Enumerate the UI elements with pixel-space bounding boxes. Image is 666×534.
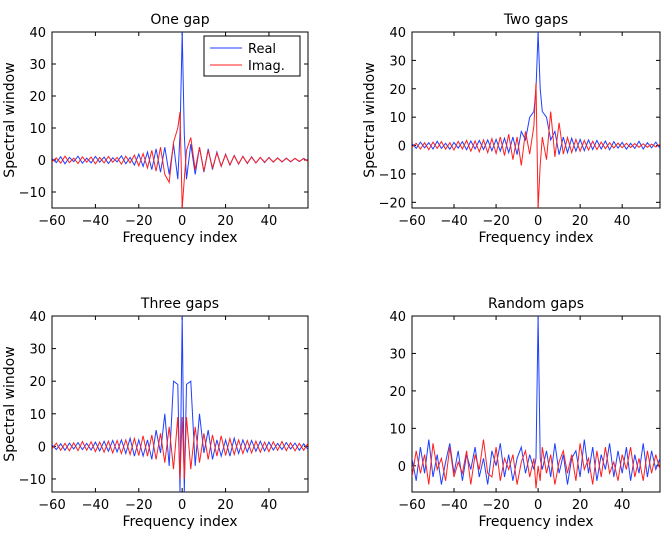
y-tick-label: 10: [389, 422, 406, 437]
y-tick-label: 20: [389, 385, 406, 400]
y-axis-label: Spectral window: [2, 346, 18, 461]
x-tick-label: −60: [38, 498, 65, 513]
y-tick-label: 0: [38, 440, 46, 455]
x-tick-label: −60: [398, 498, 425, 513]
legend-entry: Real: [248, 42, 276, 57]
x-tick-label: 0: [534, 214, 542, 229]
y-axis-label: Spectral window: [2, 62, 18, 177]
series-line-imag: [412, 83, 660, 208]
x-tick-label: 40: [261, 214, 278, 229]
x-tick-label: 20: [217, 498, 234, 513]
chart-panel-2: −60 −40 −20 0 20 40 40 30 20 10 0 −10 −20 Two gaps Fre…: [362, 12, 661, 246]
y-tick-label: 30: [29, 343, 46, 358]
y-axis-label: Spectral window: [362, 62, 378, 177]
x-tick-label: 20: [572, 214, 589, 229]
y-tick-label: 40: [29, 26, 46, 41]
series-line-imag: [52, 111, 308, 208]
chart-panel-3: −60 −40 −20 0 20 40 40 30 20 10 0 −10 Three gaps Freq…: [2, 296, 309, 530]
y-tick-label: 30: [389, 54, 406, 69]
y-tick-label: 20: [29, 90, 46, 105]
x-tick-label: −20: [125, 214, 152, 229]
series-line-real: [412, 32, 660, 155]
x-tick-label: −60: [398, 214, 425, 229]
chart-panel-1: −60 −40 −20 0 20 40 40 30 20 10 0 −10 One gap Frequen…: [2, 12, 309, 246]
x-tick-label: 40: [261, 498, 278, 513]
y-tick-label: −20: [379, 196, 406, 211]
y-tick-label: 0: [38, 154, 46, 169]
series-line-imag: [412, 439, 660, 489]
x-tick-label: 0: [534, 498, 542, 513]
y-tick-label: 30: [389, 347, 406, 362]
plot-area: [411, 31, 661, 209]
x-tick-label: −40: [82, 498, 109, 513]
plot-area: [411, 315, 661, 493]
chart-title: One gap: [150, 12, 209, 28]
series-line-imag: [52, 416, 308, 480]
x-tick-label: −40: [440, 214, 467, 229]
series-line-real: [52, 316, 308, 492]
y-tick-label: 40: [389, 26, 406, 41]
x-tick-label: 40: [614, 214, 631, 229]
legend-box: [203, 35, 301, 77]
chart-title: Three gaps: [140, 296, 219, 312]
y-tick-label: 10: [29, 122, 46, 137]
legend-entry: Imag.: [248, 59, 285, 74]
y-tick-label: 20: [29, 375, 46, 390]
y-tick-label: 30: [29, 58, 46, 73]
x-axis-label: Frequency index: [122, 514, 237, 530]
series-line-real: [412, 316, 660, 485]
x-tick-label: −40: [82, 214, 109, 229]
x-tick-label: −60: [38, 214, 65, 229]
x-tick-label: 20: [217, 214, 234, 229]
x-tick-label: 0: [178, 214, 186, 229]
y-tick-label: −10: [19, 186, 46, 201]
y-tick-label: 0: [398, 460, 406, 475]
y-tick-label: 20: [389, 83, 406, 98]
x-axis-label: Frequency index: [122, 230, 237, 246]
y-tick-label: 10: [29, 408, 46, 423]
x-tick-label: −40: [440, 498, 467, 513]
chart-title: Random gaps: [488, 296, 584, 312]
x-tick-label: 20: [572, 498, 589, 513]
x-axis-label: Frequency index: [478, 514, 593, 530]
x-axis-label: Frequency index: [478, 230, 593, 246]
x-tick-label: 40: [614, 498, 631, 513]
y-tick-label: −10: [379, 168, 406, 183]
y-tick-label: 40: [29, 310, 46, 325]
chart-title: Two gaps: [503, 12, 568, 28]
x-tick-label: −20: [482, 498, 509, 513]
chart-panel-4: −60 −40 −20 0 20 40 40 30 20 10 0 Random gaps Freque…: [389, 296, 661, 530]
x-tick-label: −20: [482, 214, 509, 229]
x-tick-label: 0: [178, 498, 186, 513]
y-tick-label: −10: [19, 473, 46, 488]
legend: Real Imag.: [203, 35, 301, 77]
y-tick-label: 10: [389, 111, 406, 126]
y-tick-label: 0: [398, 140, 406, 155]
y-tick-label: 40: [389, 310, 406, 325]
x-tick-label: −20: [125, 498, 152, 513]
